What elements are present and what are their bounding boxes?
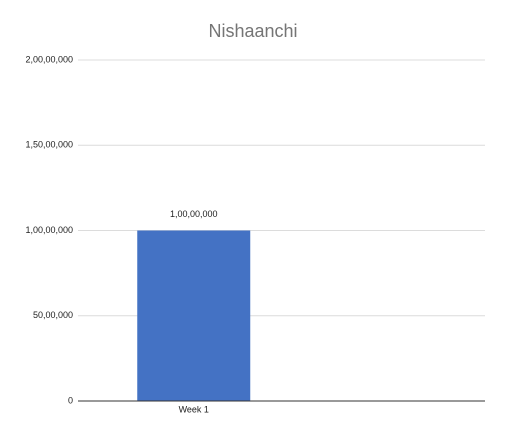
- chart-title: Nishaanchi: [208, 21, 297, 41]
- bar: [137, 230, 251, 401]
- y-tick-label: 0: [68, 395, 73, 405]
- value-label: 1,00,00,000: [170, 209, 218, 219]
- y-tick-label: 1,50,00,000: [25, 140, 73, 150]
- y-tick-label: 1,00,00,000: [25, 225, 73, 235]
- y-tick-label: 2,00,00,000: [25, 54, 73, 64]
- x-tick-label: Week 1: [179, 404, 209, 414]
- y-tick-label: 50,00,000: [33, 310, 73, 320]
